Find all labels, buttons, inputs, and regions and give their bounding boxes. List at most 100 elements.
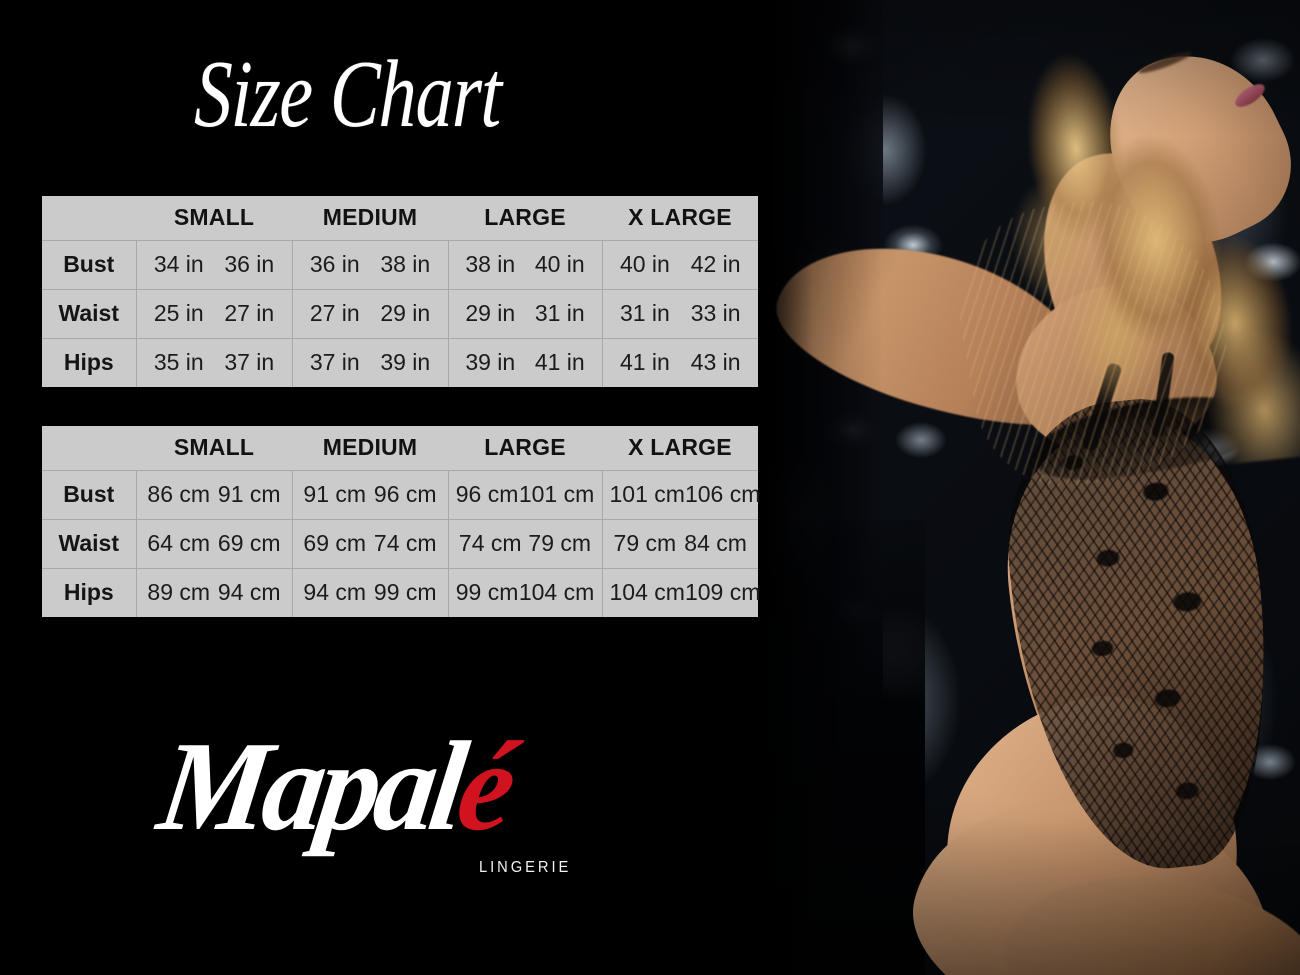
value-min: 38 in: [465, 251, 516, 277]
page-title: Size Chart: [193, 40, 503, 147]
size-table-centimeters-head: SMALL MEDIUM LARGE X LARGE: [42, 426, 758, 470]
value-min: 27 in: [309, 300, 360, 326]
value-max: 38 in: [380, 251, 431, 277]
cell-hips-xlarge: 41 in 43 in: [602, 337, 758, 387]
value-min: 104 cm: [609, 579, 685, 606]
cell-hips-medium: 94 cm 99 cm: [292, 567, 449, 617]
cell-bust-small: 86 cm 91 cm: [136, 469, 293, 519]
value-min: 89 cm: [147, 579, 211, 606]
value-min: 69 cm: [303, 530, 367, 556]
value-max: 41 in: [534, 349, 585, 376]
value-max: 109 cm: [684, 579, 761, 606]
value-max: 94 cm: [217, 579, 281, 606]
cell-waist-small: 25 in 27 in: [136, 288, 293, 338]
value-min: 35 in: [153, 349, 204, 376]
row-label-waist: Waist: [42, 518, 137, 568]
cell-waist-xlarge: 31 in 33 in: [602, 288, 758, 338]
model-photo: [765, 0, 1300, 975]
cell-waist-large: 74 cm 79 cm: [448, 518, 603, 568]
row-label-bust: Bust: [42, 469, 137, 519]
cell-hips-xlarge: 104 cm 109 cm: [602, 567, 761, 617]
value-min: 41 in: [619, 349, 670, 376]
value-min: 36 in: [309, 251, 360, 277]
table-row: Hips 89 cm 94 cm 94 cm 99 cm 99 cm 104 cm 1…: [42, 567, 761, 617]
value-min: 40 in: [619, 251, 670, 277]
row-label-hips: Hips: [42, 567, 137, 617]
cell-hips-small: 35 in 37 in: [136, 337, 293, 387]
value-max: 99 cm: [373, 579, 437, 606]
table-row: Waist 25 in 27 in 27 in 29 in 29 in 31 in 3…: [42, 288, 758, 338]
value-max: 96 cm: [373, 481, 437, 507]
header-large: LARGE: [448, 426, 602, 470]
size-table-inches-head: SMALL MEDIUM LARGE X LARGE: [42, 196, 758, 240]
value-min: 91 cm: [303, 481, 367, 507]
cell-hips-medium: 37 in 39 in: [292, 337, 449, 387]
cell-bust-large: 96 cm 101 cm: [448, 469, 603, 519]
value-max: 37 in: [224, 349, 275, 376]
value-max: 104 cm: [518, 579, 595, 606]
header-medium: MEDIUM: [292, 426, 448, 470]
model-figure: [765, 0, 1300, 975]
value-min: 86 cm: [147, 481, 211, 507]
size-table-centimeters: SMALL MEDIUM LARGE X LARGE Bust 86 cm 91 …: [42, 426, 761, 617]
value-max: 40 in: [534, 251, 585, 277]
value-min: 31 in: [619, 300, 670, 326]
value-min: 94 cm: [303, 579, 367, 606]
header-large: LARGE: [448, 196, 602, 240]
cell-bust-xlarge: 101 cm 106 cm: [602, 469, 761, 519]
value-max: 69 cm: [217, 530, 281, 556]
value-min: 79 cm: [613, 530, 677, 556]
cell-waist-medium: 27 in 29 in: [292, 288, 449, 338]
row-label-hips: Hips: [42, 337, 137, 387]
cell-waist-xlarge: 79 cm 84 cm: [602, 518, 758, 568]
value-min: 64 cm: [147, 530, 211, 556]
cell-waist-medium: 69 cm 74 cm: [292, 518, 449, 568]
value-max: 106 cm: [684, 481, 761, 507]
header-small: SMALL: [136, 426, 292, 470]
row-label-waist: Waist: [42, 288, 137, 338]
value-max: 79 cm: [528, 530, 592, 556]
value-min: 96 cm: [455, 481, 519, 507]
value-min: 29 in: [465, 300, 516, 326]
value-min: 39 in: [465, 349, 516, 376]
value-max: 42 in: [690, 251, 741, 277]
value-min: 99 cm: [455, 579, 519, 606]
value-max: 74 cm: [373, 530, 437, 556]
value-min: 37 in: [309, 349, 360, 376]
value-min: 34 in: [153, 251, 204, 277]
header-corner: [42, 196, 136, 240]
brand-name: Mapalé: [151, 715, 519, 857]
cell-bust-medium: 91 cm 96 cm: [292, 469, 449, 519]
cell-hips-large: 39 in 41 in: [448, 337, 603, 387]
table-row: Waist 64 cm 69 cm 69 cm 74 cm 74 cm 79 cm 7…: [42, 518, 758, 568]
table-row: Bust 86 cm 91 cm 91 cm 96 cm 96 cm 101 cm 1…: [42, 469, 761, 519]
cell-waist-small: 64 cm 69 cm: [136, 518, 293, 568]
value-min: 101 cm: [609, 481, 685, 507]
brand-logo: Mapalé LINGERIE: [151, 715, 590, 882]
size-table-inches: SMALL MEDIUM LARGE X LARGE Bust 34 in 36 …: [42, 196, 758, 387]
brand-tagline: LINGERIE: [479, 859, 572, 876]
brand-name-main: Mapal: [151, 715, 470, 857]
value-max: 91 cm: [217, 481, 281, 507]
value-max: 39 in: [380, 349, 431, 376]
header-row: SMALL MEDIUM LARGE X LARGE: [42, 426, 758, 470]
header-row: SMALL MEDIUM LARGE X LARGE: [42, 196, 758, 240]
value-max: 43 in: [690, 349, 741, 376]
cell-waist-large: 29 in 31 in: [448, 288, 603, 338]
cell-bust-large: 38 in 40 in: [448, 239, 603, 289]
table-row: Bust 34 in 36 in 36 in 38 in 38 in 40 in 40…: [42, 239, 758, 289]
header-medium: MEDIUM: [292, 196, 448, 240]
cell-bust-small: 34 in 36 in: [136, 239, 293, 289]
size-table-inches-body: Bust 34 in 36 in 36 in 38 in 38 in 40 in 40…: [42, 239, 758, 387]
cell-hips-small: 89 cm 94 cm: [136, 567, 293, 617]
header-corner: [42, 426, 136, 470]
header-x-large: X LARGE: [602, 196, 758, 240]
cell-hips-large: 99 cm 104 cm: [448, 567, 603, 617]
value-max: 29 in: [380, 300, 431, 326]
value-min: 25 in: [153, 300, 204, 326]
value-max: 36 in: [224, 251, 275, 277]
info-panel: Size Chart SMALL MEDIUM LARGE X LARGE Bu…: [42, 40, 761, 882]
value-max: 101 cm: [518, 481, 595, 507]
value-max: 31 in: [534, 300, 585, 326]
